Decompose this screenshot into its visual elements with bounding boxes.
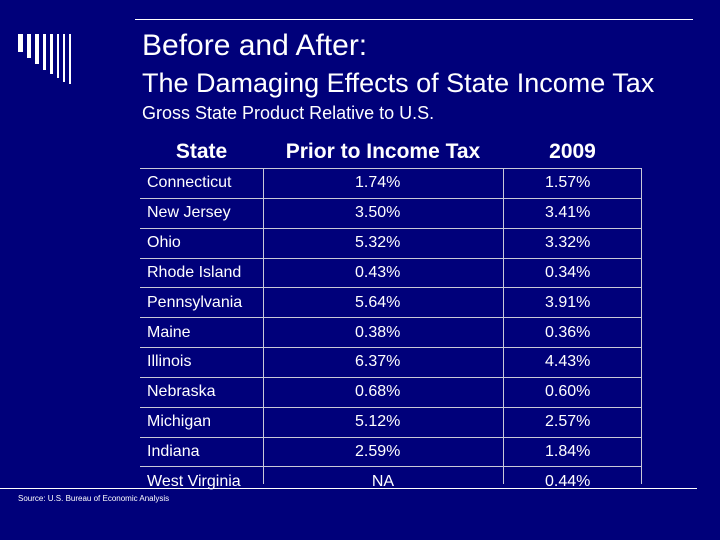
- cell-prior: 0.38%: [263, 317, 503, 348]
- cell-2009: 3.32%: [503, 227, 642, 259]
- table-row: Ohio 5.32% 3.32%: [140, 227, 642, 259]
- source-note: Source: U.S. Bureau of Economic Analysis: [18, 494, 170, 503]
- cell-2009: 0.60%: [503, 376, 642, 408]
- cell-2009: 1.84%: [503, 436, 642, 467]
- cell-state: Indiana: [140, 436, 263, 467]
- cell-state: Illinois: [140, 347, 263, 378]
- bottom-divider: [0, 488, 697, 489]
- cell-state: Pennsylvania: [140, 287, 263, 318]
- cell-prior: NA: [263, 466, 503, 497]
- cell-prior: 2.59%: [263, 436, 503, 467]
- table-row: Illinois 6.37% 4.43%: [140, 347, 642, 378]
- cell-2009: 0.34%: [503, 257, 642, 288]
- column-divider-1: [263, 168, 264, 484]
- cell-state: West Virginia: [140, 466, 263, 497]
- cell-state: New Jersey: [140, 197, 263, 229]
- table-row: Connecticut 1.74% 1.57%: [140, 168, 642, 199]
- cell-prior: 6.37%: [263, 347, 503, 378]
- cell-prior: 5.32%: [263, 227, 503, 259]
- data-table-container: State Prior to Income Tax 2009 Connectic…: [140, 135, 642, 497]
- slide-title-line2: The Damaging Effects of State Income Tax: [142, 68, 655, 98]
- cell-prior: 5.64%: [263, 287, 503, 318]
- header-prior: Prior to Income Tax: [285, 139, 481, 163]
- cell-2009: 3.91%: [503, 287, 642, 318]
- gsp-table: State Prior to Income Tax 2009 Connectic…: [140, 135, 642, 497]
- slide-title: Before and After:: [142, 29, 368, 62]
- table-row: Rhode Island 0.43% 0.34%: [140, 257, 642, 288]
- cell-2009: 0.36%: [503, 317, 642, 348]
- table-row: New Jersey 3.50% 3.41%: [140, 197, 642, 229]
- column-divider-2: [503, 168, 504, 484]
- cell-prior: 1.74%: [263, 168, 503, 199]
- cell-state: Ohio: [140, 227, 263, 259]
- table-row: Maine 0.38% 0.36%: [140, 317, 642, 348]
- cell-prior: 0.43%: [263, 257, 503, 288]
- table-row: Michigan 5.12% 2.57%: [140, 406, 642, 438]
- slide-subtitle: Gross State Product Relative to U.S.: [142, 103, 435, 123]
- cell-2009: 3.41%: [503, 197, 642, 229]
- cell-state: Rhode Island: [140, 257, 263, 288]
- header-state: State: [175, 139, 228, 163]
- table-row: Nebraska 0.68% 0.60%: [140, 376, 642, 408]
- cell-state: Michigan: [140, 406, 263, 438]
- cell-prior: 5.12%: [263, 406, 503, 438]
- cell-state: Nebraska: [140, 376, 263, 408]
- table-header-row: State Prior to Income Tax 2009: [140, 135, 642, 169]
- cell-state: Connecticut: [140, 168, 263, 199]
- cell-2009: 2.57%: [503, 406, 642, 438]
- header-2009: 2009: [549, 139, 596, 163]
- cell-prior: 0.68%: [263, 376, 503, 408]
- table-row: Pennsylvania 5.64% 3.91%: [140, 287, 642, 318]
- cell-prior: 3.50%: [263, 197, 503, 229]
- cell-2009: 4.43%: [503, 347, 642, 378]
- cell-2009: 0.44%: [503, 466, 642, 497]
- top-divider: [135, 19, 693, 20]
- cell-2009: 1.57%: [503, 168, 642, 199]
- table-row: Indiana 2.59% 1.84%: [140, 436, 642, 467]
- table-right-border: [641, 168, 642, 484]
- table-row: West Virginia NA 0.44%: [140, 466, 642, 497]
- cell-state: Maine: [140, 317, 263, 348]
